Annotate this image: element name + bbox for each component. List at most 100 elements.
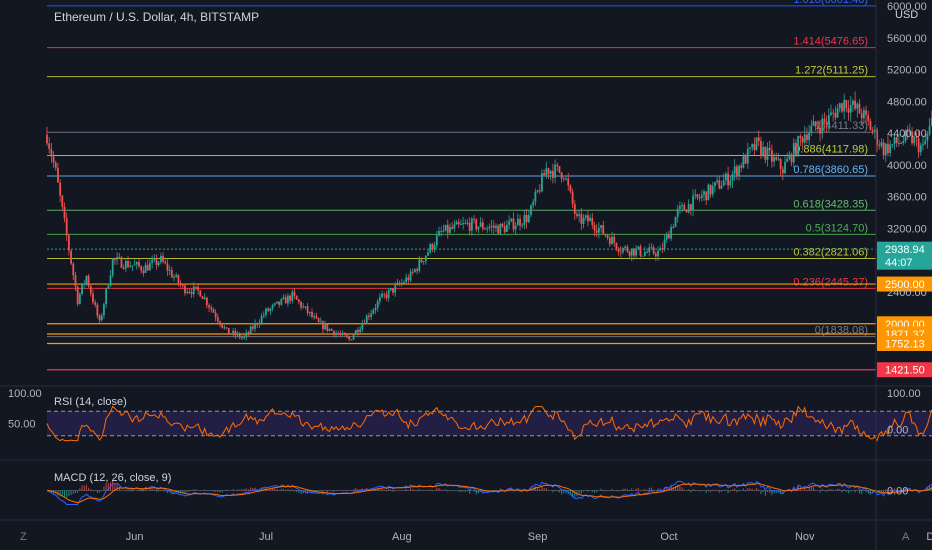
candle-body: [523, 214, 526, 225]
timezone-button[interactable]: Z: [20, 531, 27, 543]
candle-body: [348, 336, 351, 340]
candle-body: [766, 147, 769, 160]
candle-body: [225, 327, 228, 329]
candle-body: [749, 147, 751, 149]
x-tick-label: Sep: [528, 531, 548, 543]
candle-body: [159, 255, 162, 263]
candle-body: [751, 144, 754, 148]
candle-body: [304, 306, 307, 308]
candle-body: [414, 269, 416, 272]
candle-body: [322, 321, 324, 330]
candle-body: [129, 266, 132, 268]
auto-scale-button[interactable]: A: [902, 531, 910, 543]
candle-body: [238, 333, 241, 338]
candle-body: [315, 316, 318, 319]
candle-body: [860, 113, 863, 119]
candle-body: [543, 173, 546, 176]
candle-body: [118, 257, 121, 259]
candle-body: [637, 246, 640, 249]
candle-body: [306, 306, 309, 313]
candle-body: [284, 297, 287, 304]
candle-body: [862, 110, 865, 119]
candle-body: [192, 286, 195, 295]
candle-body: [251, 326, 254, 329]
candle-body: [924, 140, 927, 144]
candle-body: [179, 283, 182, 286]
candle-body: [810, 125, 813, 133]
candle-body: [615, 243, 618, 249]
x-tick-label: Nov: [795, 531, 815, 543]
candle-body: [915, 136, 918, 139]
candle-body: [768, 147, 771, 151]
candle-body: [569, 185, 572, 192]
rsi-left-tick: 100.00: [8, 388, 42, 400]
y-tick-label: 4800.00: [887, 96, 927, 108]
candle-body: [120, 257, 123, 268]
candle-body: [725, 173, 727, 181]
candle-body: [247, 332, 250, 334]
candle-body: [492, 225, 495, 228]
candle-body: [696, 194, 699, 198]
candle-body: [503, 226, 506, 233]
candle-body: [834, 113, 837, 118]
candle-body: [619, 251, 622, 253]
candle-body: [94, 302, 97, 305]
macd-line: [46, 480, 932, 505]
candle-body: [705, 191, 708, 201]
candle-body: [400, 282, 403, 285]
chart-title: Ethereum / U.S. Dollar, 4h, BITSTAMP: [54, 10, 260, 24]
candle-body: [78, 293, 81, 304]
candle-body: [337, 333, 340, 335]
candle-body: [107, 285, 110, 289]
candle-body: [668, 234, 670, 239]
candle-body: [98, 315, 101, 321]
candle-body: [576, 213, 578, 216]
candle-body: [698, 197, 701, 199]
candle-body: [324, 324, 327, 330]
candle-body: [153, 258, 156, 261]
candle-body: [858, 103, 861, 114]
y-tick-label: 2400.00: [887, 287, 927, 299]
candle-body: [720, 185, 723, 189]
candle-body: [744, 155, 747, 164]
candle-body: [195, 286, 197, 288]
candle-body: [510, 218, 513, 222]
candle-body: [626, 246, 629, 252]
candle-body: [770, 150, 773, 162]
candle-body: [258, 322, 261, 325]
candle-body: [201, 296, 204, 299]
candle-body: [889, 144, 892, 153]
candle-body: [880, 142, 883, 146]
candle-body: [223, 327, 226, 329]
candle-body: [639, 246, 642, 256]
candle-body: [589, 217, 592, 222]
candle-body: [650, 247, 653, 249]
candle-body: [230, 333, 232, 335]
candle-body: [96, 304, 99, 316]
candle-body: [100, 315, 103, 321]
price-tag-label: 1421.50: [885, 365, 925, 377]
candle-body: [260, 315, 263, 323]
candle-body: [898, 143, 900, 145]
candle-body: [545, 168, 548, 176]
candle-body: [700, 194, 703, 199]
fib-level-label: 0.236(2445.37): [793, 276, 868, 288]
candle-body: [882, 142, 885, 156]
rsi-line: [46, 405, 932, 442]
candle-body: [50, 149, 53, 157]
candle-body: [887, 143, 889, 153]
candle-body: [595, 230, 598, 233]
candle-body: [300, 301, 302, 308]
candle-body: [849, 104, 852, 113]
candle-body: [812, 121, 815, 126]
candle-body: [464, 222, 467, 224]
candle-body: [341, 332, 344, 335]
candle-body: [105, 288, 108, 305]
candle-body: [718, 180, 721, 189]
candle-body: [508, 221, 510, 225]
candle-body: [685, 209, 688, 213]
candle-body: [162, 255, 164, 262]
candle-body: [133, 264, 136, 266]
candle-body: [735, 166, 738, 176]
